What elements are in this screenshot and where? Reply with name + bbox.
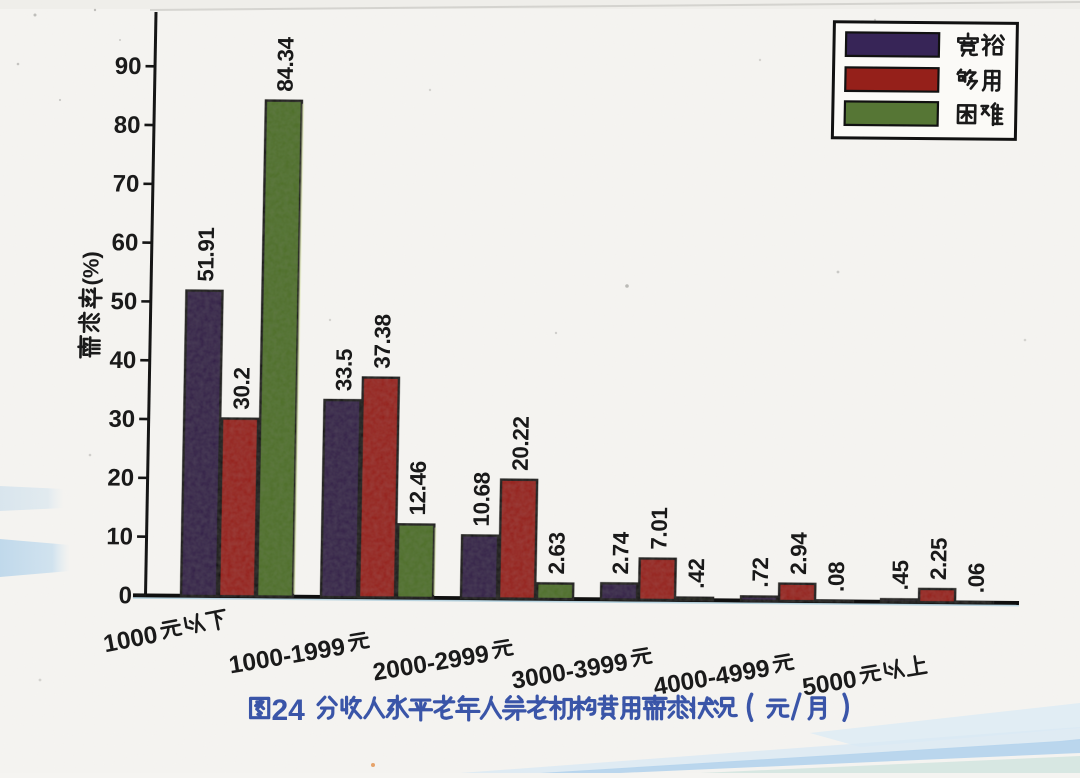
svg-text:.06: .06 [964,563,990,593]
svg-text:0: 0 [118,582,132,609]
svg-text:.72: .72 [748,557,774,587]
svg-text:12.46: 12.46 [405,461,431,516]
svg-text:(%): (%) [78,251,104,285]
svg-text:30.2: 30.2 [229,367,255,409]
svg-text:20.22: 20.22 [508,416,534,471]
svg-text:51.91: 51.91 [193,227,219,282]
svg-text:2.25: 2.25 [926,538,952,580]
svg-text:80: 80 [114,112,141,139]
svg-text:90: 90 [115,53,142,80]
svg-text:2.63: 2.63 [544,532,570,574]
svg-text:24: 24 [272,694,306,727]
svg-text:40: 40 [109,347,136,374]
svg-text:30: 30 [108,406,135,433]
svg-text:70: 70 [112,171,139,198]
svg-text:2.74: 2.74 [608,531,634,574]
svg-text:10: 10 [106,523,133,550]
svg-text:50: 50 [110,288,137,315]
svg-text:.42: .42 [684,559,710,589]
svg-text:.45: .45 [888,560,914,590]
svg-text:2.94: 2.94 [786,532,812,575]
svg-text:37.38: 37.38 [370,314,396,369]
svg-text:7.01: 7.01 [646,507,672,549]
svg-text:33.5: 33.5 [331,349,357,391]
svg-text:60: 60 [111,229,138,256]
svg-text:84.34: 84.34 [273,36,299,91]
svg-text:.08: .08 [824,562,850,592]
svg-text:20: 20 [107,465,134,492]
svg-text:10.68: 10.68 [469,472,495,527]
